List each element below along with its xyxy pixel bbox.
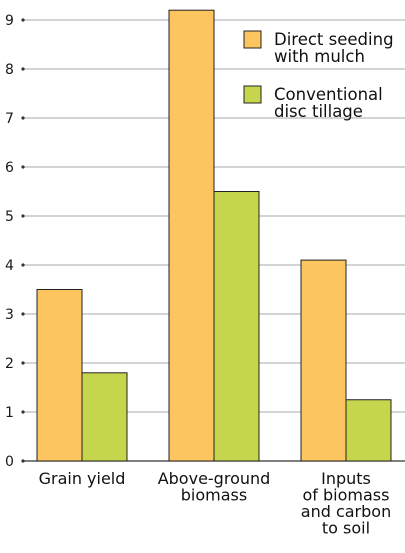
- y-tick-label-2: 2: [5, 356, 14, 372]
- y-tick-label-1: 1: [5, 405, 14, 421]
- y-axis: 0 1 2 3 4 5 6 7 8 9: [5, 13, 25, 470]
- legend: Direct seeding with mulch Conventional disc…: [243, 30, 394, 121]
- y-tick-label-6: 6: [5, 160, 14, 176]
- y-tick-label-0: 0: [5, 454, 14, 470]
- y-tick-label-4: 4: [5, 258, 14, 274]
- y-tick-mark-2: [21, 361, 25, 365]
- y-tick-label-9: 9: [5, 13, 14, 29]
- y-tick-mark-6: [21, 165, 25, 169]
- y-tick-mark-8: [21, 67, 25, 71]
- bar-series2-cat1: [81, 372, 128, 462]
- x-axis-categories: Grain yield Above-ground biomass Inputs of b…: [39, 469, 392, 538]
- y-tick-label-5: 5: [5, 209, 14, 225]
- y-tick-label-7: 7: [5, 111, 14, 127]
- y-tick-mark-3: [21, 312, 25, 316]
- y-tick-mark-9: [21, 18, 25, 22]
- bar-series1-cat2: [168, 9, 215, 462]
- bar-series2-cat3: [345, 399, 392, 462]
- x-category-label-3: Inputs of biomass and carbon to soil: [301, 469, 391, 538]
- y-tick-mark-4: [21, 263, 25, 267]
- y-tick-mark-7: [21, 116, 25, 120]
- bars: [36, 9, 392, 462]
- bar-series2-cat2: [213, 191, 260, 462]
- bar-series1-cat1: [36, 289, 83, 462]
- x-category-label-1: Grain yield: [39, 469, 126, 488]
- legend-swatch-1: [243, 30, 262, 49]
- legend-label-1: Direct seeding with mulch: [274, 30, 394, 66]
- bar-series1-cat3: [300, 259, 347, 462]
- y-tick-label-8: 8: [5, 62, 14, 78]
- x-category-label-2: Above-ground biomass: [158, 469, 271, 505]
- y-tick-mark-5: [21, 214, 25, 218]
- y-tick-mark-0: [21, 459, 25, 463]
- y-tick-label-3: 3: [5, 307, 14, 323]
- legend-label-2: Conventional disc tillage: [274, 85, 383, 121]
- legend-swatch-2: [243, 85, 262, 104]
- y-tick-mark-1: [21, 410, 25, 414]
